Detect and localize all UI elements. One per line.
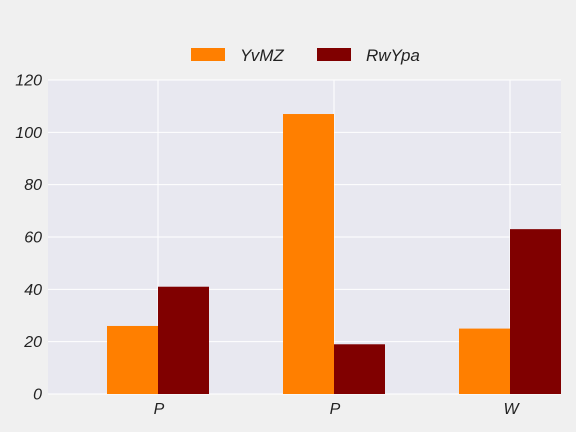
y-tick-label: 80: [24, 177, 42, 194]
x-tick-label: P: [154, 401, 165, 418]
bar-yvmz-0: [107, 325, 158, 394]
bar-yvmz-2: [459, 328, 510, 394]
y-tick-label: 60: [24, 230, 42, 247]
legend-label: RwYpa: [366, 46, 420, 65]
bar-rwypa-1: [334, 344, 385, 394]
y-tick-label: 40: [24, 282, 42, 299]
bar-rwypa-2: [510, 229, 561, 394]
bars: [107, 114, 561, 395]
y-axis-ticks: 0 20 40 60 80 100 120: [15, 73, 42, 404]
legend-label: YvMZ: [240, 46, 284, 65]
legend: YvMZ RwYpa: [191, 46, 420, 65]
y-tick-label: 120: [15, 73, 42, 90]
x-tick-label: W: [503, 401, 520, 418]
bar-rwypa-0: [158, 286, 209, 394]
y-tick-label: 100: [15, 125, 42, 142]
legend-swatch: [317, 48, 351, 61]
y-tick-label: 0: [33, 387, 42, 404]
bar-yvmz-1: [283, 114, 334, 395]
legend-swatch: [191, 48, 225, 61]
x-tick-label: P: [330, 401, 341, 418]
y-tick-label: 20: [23, 334, 42, 351]
